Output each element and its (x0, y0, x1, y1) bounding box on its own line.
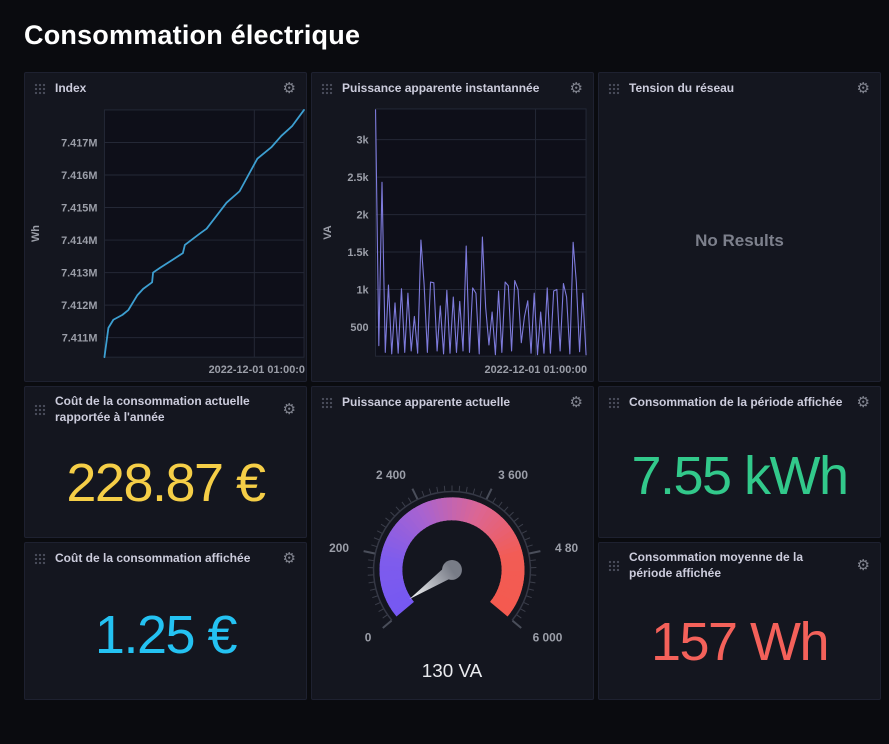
index-chart[interactable]: 7.411M 7.412M 7.413M 7.414M 7.415M 7.416M 7.41… (25, 101, 306, 381)
gear-icon[interactable]: ⚙ (856, 393, 870, 411)
svg-text:7.413M: 7.413M (61, 268, 97, 280)
drag-handle-icon[interactable] (321, 82, 333, 95)
svg-text:1k: 1k (356, 284, 369, 296)
panel-header: Puissance apparente instantannée ⚙ (312, 73, 593, 101)
panel-body: 157 Wh (599, 585, 880, 699)
gear-icon[interactable]: ⚙ (282, 400, 296, 419)
svg-text:6 000: 6 000 (533, 631, 563, 645)
svg-text:2022-12-01 01:00:0: 2022-12-01 01:00:0 (209, 364, 305, 376)
gear-icon[interactable]: ⚙ (282, 79, 296, 97)
panel-header: Puissance apparente actuelle ⚙ (312, 387, 593, 415)
gauge-chart[interactable]: 0 200 2 400 3 600 4 80 6 000 130 VA (312, 415, 593, 699)
svg-text:2022-12-01 01:00:00: 2022-12-01 01:00:00 (485, 364, 587, 376)
dashboard-title: Consommation électrique (24, 20, 361, 50)
svg-text:500: 500 (350, 322, 368, 334)
panel-body: 7.55 kWh (599, 415, 880, 537)
svg-text:1.5k: 1.5k (347, 247, 369, 259)
stat-value: 1.25 € (94, 605, 238, 665)
panel-puissance-apparente-instantannee: Puissance apparente instantannée ⚙ 500 1k… (311, 72, 594, 382)
panel-header: Consommation moyenne de la période affic… (599, 543, 880, 585)
drag-handle-icon[interactable] (608, 396, 620, 409)
drag-handle-icon[interactable] (608, 82, 620, 95)
svg-text:2.5k: 2.5k (347, 172, 369, 184)
panel-index: Index ⚙ 7.411M 7.412M 7.413M 7.414M 7.415M 7.… (24, 72, 307, 382)
panel-body: 228.87 € (25, 429, 306, 537)
panel-header: Coût de la consommation actuelle rapport… (25, 387, 306, 429)
svg-text:2k: 2k (356, 210, 369, 222)
panel-cout-affichee: Coût de la consommation affichée ⚙ 1.25 … (24, 542, 307, 700)
stat-value: 228.87 € (66, 453, 266, 514)
panel-body: 7.411M 7.412M 7.413M 7.414M 7.415M 7.416M 7.41… (25, 101, 306, 381)
gear-icon[interactable]: ⚙ (282, 549, 296, 567)
drag-handle-icon[interactable] (321, 396, 333, 409)
stat-value: 157 Wh (650, 612, 830, 673)
svg-text:200: 200 (329, 541, 349, 555)
svg-text:130 VA: 130 VA (422, 660, 483, 681)
svg-text:4 80: 4 80 (555, 541, 579, 555)
panel-header: Consommation de la période affichée ⚙ (599, 387, 880, 415)
gear-icon[interactable]: ⚙ (856, 79, 870, 97)
svg-text:2 400: 2 400 (376, 468, 406, 482)
drag-handle-icon[interactable] (608, 559, 620, 572)
svg-text:7.415M: 7.415M (61, 203, 97, 215)
panel-title[interactable]: Index (55, 80, 87, 95)
drag-handle-icon[interactable] (34, 82, 46, 95)
panel-body: 1.25 € (25, 571, 306, 699)
panel-title[interactable]: Puissance apparente actuelle (342, 394, 511, 409)
gear-icon[interactable]: ⚙ (569, 393, 583, 411)
drag-handle-icon[interactable] (34, 552, 46, 565)
panel-conso-moyenne: Consommation moyenne de la période affic… (598, 542, 881, 700)
svg-text:Wh: Wh (30, 225, 42, 242)
svg-text:7.416M: 7.416M (61, 170, 97, 182)
panel-header: Tension du réseau ⚙ (599, 73, 880, 101)
svg-text:3 600: 3 600 (498, 468, 528, 482)
gear-icon[interactable]: ⚙ (856, 556, 870, 575)
panel-body: 0 200 2 400 3 600 4 80 6 000 130 VA (312, 415, 593, 699)
puissance-chart[interactable]: 500 1k 1.5k 2k 2.5k 3k VA 2022-12-01 01:00:00 (312, 101, 593, 381)
panel-body: No Results (599, 101, 880, 381)
panel-header: Index ⚙ (25, 73, 306, 101)
panel-body: 500 1k 1.5k 2k 2.5k 3k VA 2022-12-01 01:00:00 (312, 101, 593, 381)
panel-title[interactable]: Consommation moyenne de la période affic… (629, 550, 804, 580)
no-results-message: No Results (695, 231, 784, 250)
panel-puissance-apparente-actuelle: Puissance apparente actuelle ⚙ 0 200 2 400… (311, 386, 594, 700)
panel-tension-du-reseau: Tension du réseau ⚙ No Results (598, 72, 881, 382)
svg-text:7.414M: 7.414M (61, 235, 97, 247)
panel-header: Coût de la consommation affichée ⚙ (25, 543, 306, 571)
svg-text:7.411M: 7.411M (62, 333, 98, 345)
gear-icon[interactable]: ⚙ (569, 79, 583, 97)
panel-title[interactable]: Coût de la consommation affichée (55, 550, 251, 565)
panel-title[interactable]: Consommation de la période affichée (629, 394, 843, 409)
panel-title[interactable]: Coût de la consommation actuelle rapport… (55, 394, 250, 424)
stat-value: 7.55 kWh (631, 446, 849, 506)
panel-conso-periode: Consommation de la période affichée ⚙ 7.… (598, 386, 881, 538)
panel-title[interactable]: Tension du réseau (629, 80, 735, 95)
svg-text:7.417M: 7.417M (61, 137, 97, 149)
svg-text:VA: VA (322, 225, 334, 239)
panel-title[interactable]: Puissance apparente instantannée (342, 80, 540, 95)
svg-text:0: 0 (365, 631, 372, 645)
panel-cout-annee: Coût de la consommation actuelle rapport… (24, 386, 307, 538)
drag-handle-icon[interactable] (34, 403, 46, 416)
svg-text:3k: 3k (356, 135, 369, 147)
svg-text:7.412M: 7.412M (61, 300, 97, 312)
